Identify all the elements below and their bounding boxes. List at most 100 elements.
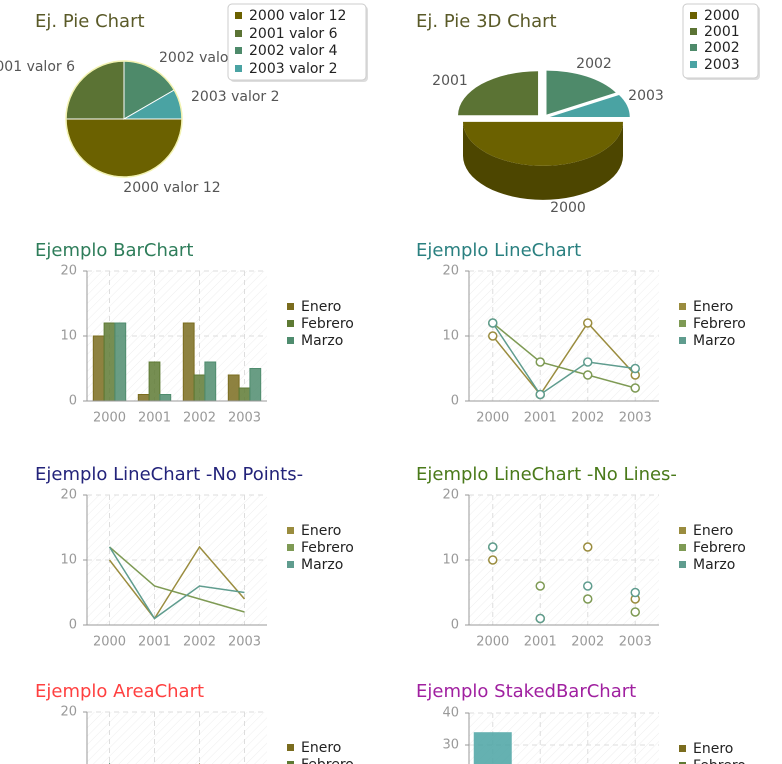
bar: [137, 394, 150, 402]
point: [583, 581, 593, 591]
bar: [249, 368, 262, 402]
point: [630, 587, 640, 598]
pie-label: 2002 valor 4: [159, 50, 248, 66]
legend-swatch: [287, 320, 294, 327]
point: [630, 607, 640, 617]
legend-swatch: [679, 337, 686, 344]
legend-swatch: [287, 544, 294, 551]
point: [535, 613, 545, 624]
y-tick-label: 10: [60, 553, 77, 568]
y-tick-label: 30: [442, 738, 459, 753]
y-tick-label: 20: [60, 705, 77, 720]
y-tick-label: 10: [442, 329, 459, 344]
line: [108, 546, 245, 620]
y-tick-label: 10: [60, 329, 77, 344]
legend-label: 2001: [704, 24, 740, 40]
pie-label: 2001 valor 6: [0, 59, 75, 75]
point: [583, 370, 593, 380]
legend-swatch: [235, 65, 242, 72]
point: [488, 555, 498, 565]
x-tick-label: 2001: [138, 411, 171, 426]
y-tick-label: 0: [451, 618, 459, 633]
pie-label: 2000 valor 12: [123, 180, 220, 196]
bar: [148, 361, 161, 402]
pie-slice: [546, 70, 616, 115]
bar-segment: [473, 732, 512, 764]
legend-swatch: [690, 44, 697, 51]
y-tick-label: 20: [442, 488, 459, 503]
legend-label: Febrero: [301, 540, 354, 556]
legend-label: Enero: [693, 523, 733, 539]
legend-swatch: [679, 544, 686, 551]
line: [492, 321, 636, 396]
line: [109, 546, 245, 613]
legend-swatch: [679, 745, 686, 752]
line: [108, 545, 246, 620]
legend-swatch: [679, 527, 686, 534]
point: [535, 389, 545, 400]
legend-swatch: [287, 303, 294, 310]
point: [488, 542, 498, 552]
legend-label: 2003 valor 2: [249, 61, 338, 77]
point: [630, 363, 640, 374]
x-tick-label: 2003: [228, 411, 261, 426]
legend-box: [682, 3, 759, 79]
point: [583, 357, 593, 367]
point: [630, 383, 640, 393]
bar: [103, 322, 116, 402]
legend-label: Febrero: [693, 316, 746, 332]
pie-label: 2000: [550, 200, 586, 216]
pie-slice: [549, 95, 630, 118]
chart-title: Ejemplo LineChart -No Lines-: [416, 464, 677, 485]
bar: [159, 394, 172, 402]
legend-label: Enero: [301, 299, 341, 315]
legend-label: 2003: [704, 57, 740, 73]
bar: [92, 335, 105, 402]
legend-swatch: [287, 561, 294, 568]
line: [492, 322, 636, 389]
x-tick-label: 2002: [183, 411, 216, 426]
chart-title: Ejemplo StakedBarChart: [416, 681, 636, 702]
legend-label: Marzo: [693, 557, 735, 573]
legend-swatch: [690, 12, 697, 19]
legend-label: Febrero: [693, 540, 746, 556]
legend-swatch: [287, 761, 294, 764]
y-tick-label: 0: [69, 618, 77, 633]
legend-label: Marzo: [301, 557, 343, 573]
legend-label: 2002: [704, 40, 740, 56]
legend-label: Marzo: [693, 333, 735, 349]
legend-label: Enero: [693, 741, 733, 757]
point: [583, 318, 593, 328]
pie-slice: [458, 71, 539, 116]
x-tick-label: 2001: [524, 635, 557, 650]
chart-title: Ej. Pie Chart: [35, 11, 145, 32]
legend-box: [227, 3, 367, 81]
legend-swatch: [235, 30, 242, 37]
x-tick-label: 2001: [524, 411, 557, 426]
legend-label: Enero: [301, 740, 341, 756]
legend-label: Febrero: [693, 758, 746, 764]
x-tick-label: 2003: [228, 635, 261, 650]
legend-swatch: [235, 47, 242, 54]
plot-area: [87, 712, 267, 764]
legend-label: 2000 valor 12: [249, 8, 346, 24]
legend-swatch: [690, 61, 697, 68]
point: [583, 594, 593, 604]
x-tick-label: 2003: [619, 411, 652, 426]
x-tick-label: 2000: [93, 635, 126, 650]
legend-label: Marzo: [301, 333, 343, 349]
x-tick-label: 2000: [93, 411, 126, 426]
x-tick-label: 2000: [476, 411, 509, 426]
point: [488, 318, 498, 328]
bar: [238, 387, 251, 402]
point: [535, 581, 545, 591]
x-tick-label: 2000: [476, 635, 509, 650]
legend-swatch: [287, 744, 294, 751]
chart-title: Ejemplo LineChart: [416, 240, 581, 261]
y-tick-label: 40: [442, 706, 459, 721]
legend-swatch: [287, 527, 294, 534]
legend-label: Enero: [301, 523, 341, 539]
chart-title: Ejemplo BarChart: [35, 240, 193, 261]
bar: [193, 374, 206, 402]
